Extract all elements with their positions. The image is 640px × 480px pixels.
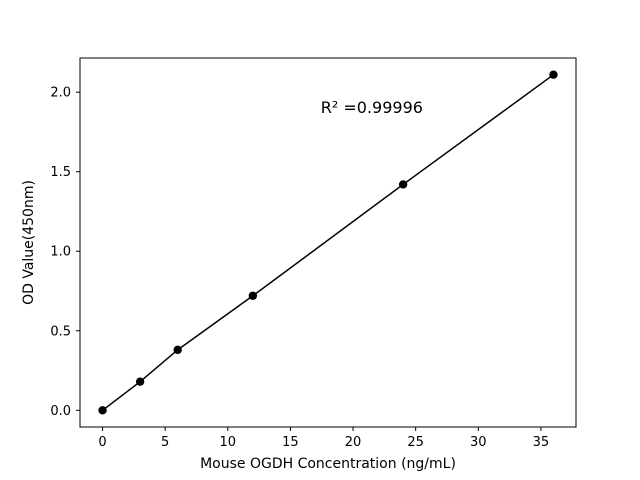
x-tick-label: 20 xyxy=(345,435,362,450)
y-tick-label: 1.0 xyxy=(50,245,71,260)
x-tick-label: 5 xyxy=(161,435,169,450)
y-axis-label: OD Value(450nm) xyxy=(21,180,37,305)
y-tick-label: 1.5 xyxy=(50,165,71,180)
x-tick-label: 15 xyxy=(282,435,299,450)
x-tick-label: 25 xyxy=(407,435,424,450)
x-tick-label: 0 xyxy=(98,435,106,450)
data-point xyxy=(173,345,182,355)
x-tick-label: 35 xyxy=(533,435,550,450)
plot-border xyxy=(79,57,577,428)
data-point xyxy=(248,291,258,300)
data-line xyxy=(102,74,554,411)
x-tick-label: 10 xyxy=(220,435,237,450)
x-tick-label: 30 xyxy=(470,435,487,450)
data-point xyxy=(135,377,145,386)
data-point xyxy=(398,180,408,189)
data-point xyxy=(98,406,107,415)
y-tick-label: 0.0 xyxy=(50,404,71,419)
x-axis-label: Mouse OGDH Concentration (ng/mL) xyxy=(200,456,456,472)
r-squared-annotation: R² =0.99996 xyxy=(321,98,423,117)
y-tick-label: 2.0 xyxy=(50,86,71,101)
y-tick-label: 0.5 xyxy=(50,324,71,339)
data-point xyxy=(549,70,558,79)
